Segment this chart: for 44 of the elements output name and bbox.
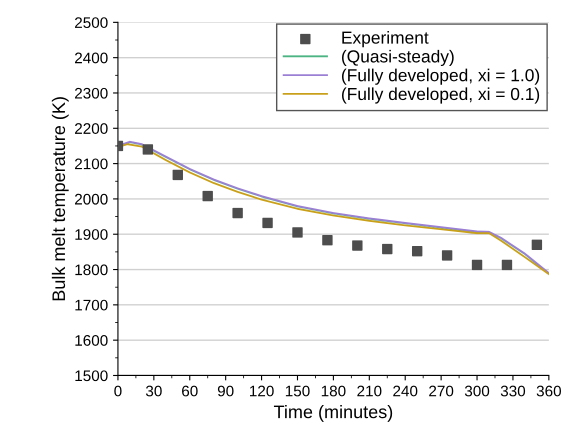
point xyxy=(532,240,542,250)
y-tick-label: 2100 xyxy=(75,158,108,170)
y-tick-label: 1500 xyxy=(75,370,108,382)
y-tick-label: 2000 xyxy=(75,194,108,205)
point xyxy=(292,227,303,238)
x-tick-label: 330 xyxy=(500,386,526,396)
legend-label: (Quasi-steady) xyxy=(342,50,454,66)
point xyxy=(142,144,154,155)
x-tick-label: 30 xyxy=(146,386,162,396)
point xyxy=(352,240,363,251)
point xyxy=(502,260,512,270)
y-tick-label: 1900 xyxy=(75,229,108,240)
y-tick-label: 2400 xyxy=(75,52,108,64)
y-tick-label: 1600 xyxy=(75,335,108,346)
point xyxy=(202,190,213,202)
point xyxy=(442,250,452,261)
legend-label: (Fully developed, xi = 0.1) xyxy=(342,87,540,104)
y-tick-label: 1700 xyxy=(75,300,108,311)
point xyxy=(322,235,333,246)
x-tick-label: 150 xyxy=(286,386,310,396)
legend-label: Experiment xyxy=(342,31,429,48)
x-tick-label: 180 xyxy=(322,386,346,396)
y-tick-label: 1800 xyxy=(75,264,108,276)
point xyxy=(472,260,482,270)
y-tick-label: 2200 xyxy=(75,123,108,134)
x-tick-label: 270 xyxy=(429,386,454,396)
y-tick-label: 2300 xyxy=(75,88,108,99)
point xyxy=(262,218,273,228)
x-tick-label: 90 xyxy=(218,386,234,396)
x-tick-label: 0 xyxy=(114,386,122,396)
point xyxy=(232,208,243,218)
x-axis-title: Time (minutes) xyxy=(274,405,392,422)
point xyxy=(382,244,392,254)
point xyxy=(412,246,422,256)
y-tick-label: 2500 xyxy=(75,17,108,28)
x-tick-label: 210 xyxy=(357,386,382,396)
x-tick-label: 60 xyxy=(182,386,198,396)
y-axis-title: Bulk melt temperature (K) xyxy=(52,97,69,300)
x-tick-label: 360 xyxy=(536,386,562,396)
x-tick-label: 240 xyxy=(393,386,418,396)
x-tick-label: 120 xyxy=(250,386,274,396)
x-tick-label: 300 xyxy=(464,386,490,396)
point xyxy=(172,170,183,180)
legend-label: (Fully developed, xi = 1.0) xyxy=(342,68,540,85)
